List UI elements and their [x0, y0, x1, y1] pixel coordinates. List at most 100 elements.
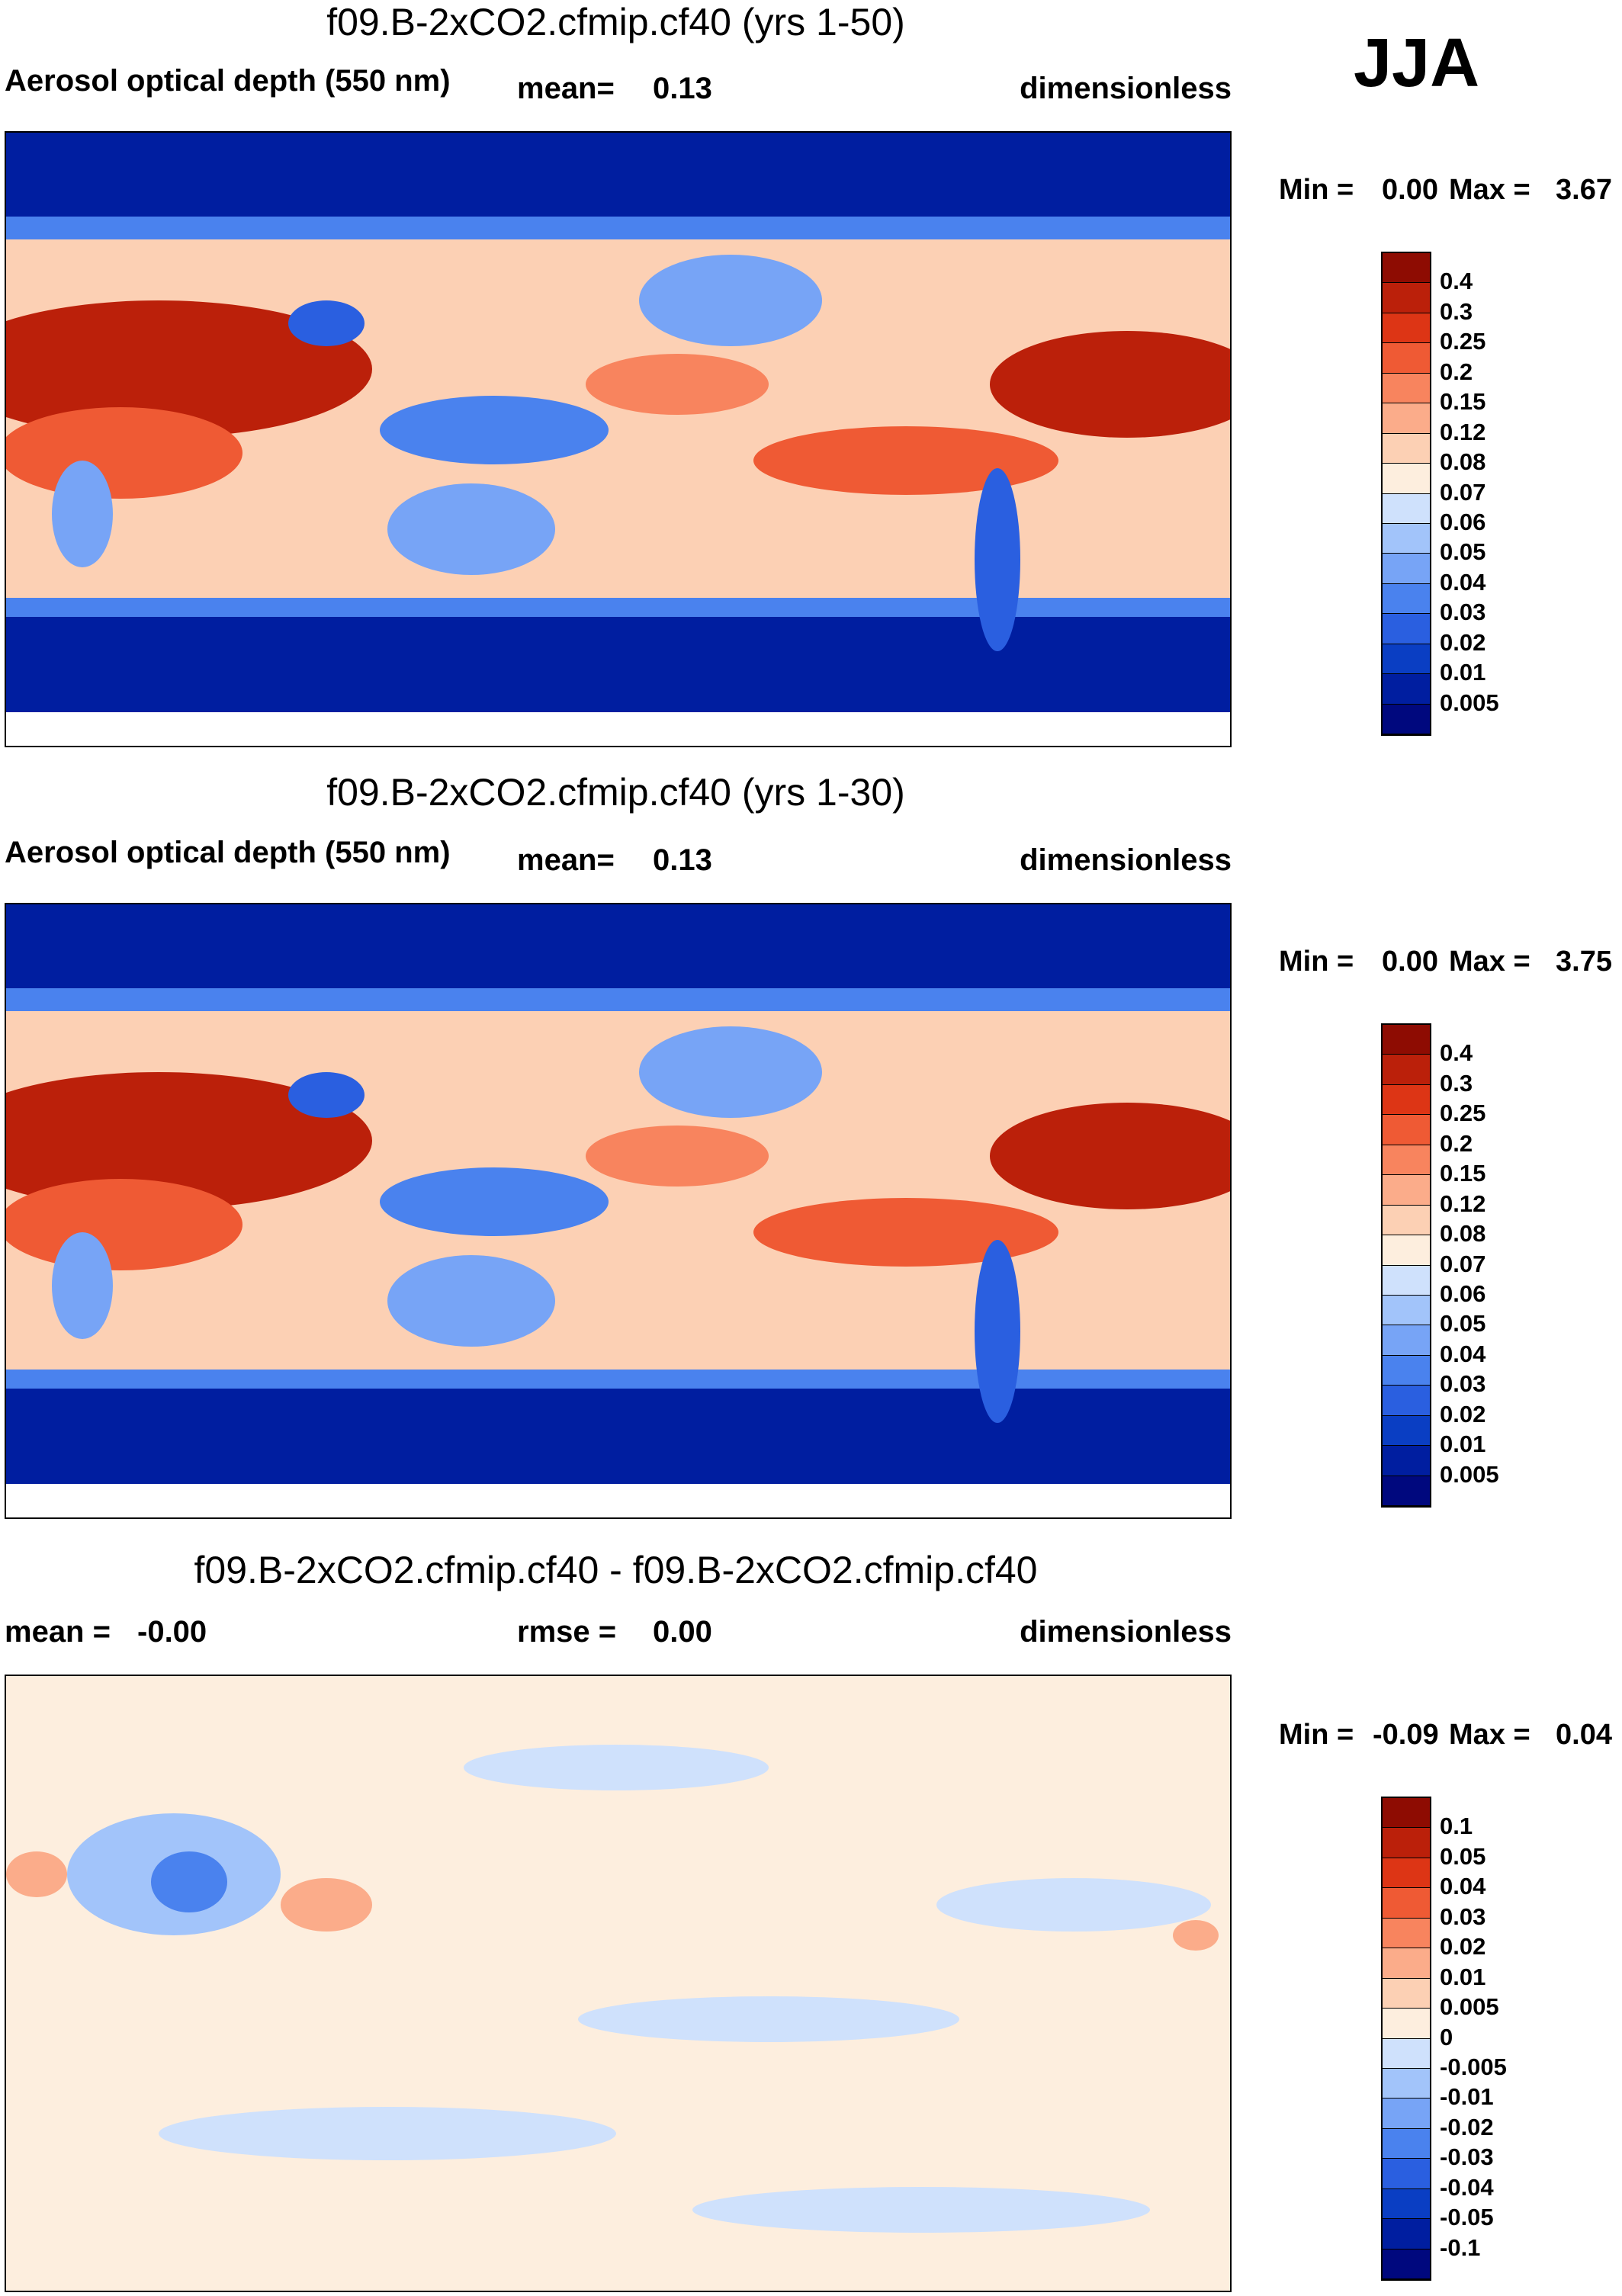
panel2-colorbar-box	[1383, 1145, 1430, 1176]
panel3-colorbar-tick: 0	[1440, 2023, 1453, 2050]
panel1-colorbar-tick: 0.15	[1440, 388, 1486, 416]
panel1-min-label: Min =	[1279, 174, 1354, 206]
panel1-min-value: 0.00	[1382, 174, 1438, 206]
panel1-max-label: Max =	[1449, 174, 1530, 206]
panel1-colorbar-box	[1383, 523, 1430, 554]
panel3-colorbar-tick: -0.04	[1440, 2173, 1494, 2201]
panel2-variable-label: Aerosol optical depth (550 nm)	[5, 836, 451, 869]
panel2-colorbar-box	[1383, 1386, 1430, 1416]
panel3-colorbar-box	[1383, 1858, 1430, 1889]
panel2-max-value: 3.75	[1556, 946, 1612, 978]
panel1-colorbar	[1381, 252, 1431, 736]
panel1-units: dimensionless	[1020, 72, 1232, 105]
panel3-colorbar-box	[1383, 1798, 1430, 1829]
panel1-colorbar-tick: 0.3	[1440, 297, 1473, 325]
panel2-map-svg	[6, 904, 1230, 1517]
panel3-colorbar-box	[1383, 2159, 1430, 2189]
panel2-colorbar-box	[1383, 1084, 1430, 1116]
panel3-colorbar-box	[1383, 2099, 1430, 2129]
panel2-units: dimensionless	[1020, 843, 1232, 877]
panel1-colorbar-box	[1383, 253, 1430, 284]
panel2-map	[5, 903, 1232, 1519]
panel1-colorbar-box	[1383, 343, 1430, 374]
panel2-colorbar-ticks: 0.4 0.3 0.25 0.2 0.15 0.12 0.08 0.07 0.06 0.05 0.0…	[1440, 1023, 1516, 1508]
panel2-colorbar-tick: 0.2	[1440, 1129, 1473, 1157]
panel2-colorbar-tick: 0.08	[1440, 1220, 1486, 1248]
panel3-colorbar-box	[1383, 2188, 1430, 2220]
panel3-colorbar-tick: -0.1	[1440, 2233, 1481, 2261]
panel1-colorbar-box	[1383, 373, 1430, 404]
panel1-map	[5, 131, 1232, 747]
panel3-map-svg	[6, 1676, 1230, 2291]
panel3-colorbar-tick: -0.02	[1440, 2113, 1494, 2140]
panel1-colorbar-box	[1383, 554, 1430, 584]
panel1-title: f09.B-2xCO2.cfmip.cf40 (yrs 1-50)	[326, 1, 905, 43]
panel1-variable-label: Aerosol optical depth (550 nm)	[5, 64, 451, 98]
panel3-colorbar-tick: -0.01	[1440, 2083, 1494, 2111]
panel3-colorbar-box	[1383, 2009, 1430, 2039]
panel3-colorbar-box	[1383, 2128, 1430, 2160]
panel2-colorbar-box	[1383, 1175, 1430, 1206]
panel2-colorbar-box	[1383, 1476, 1430, 1506]
panel3-colorbar-tick: 0.05	[1440, 1842, 1486, 1870]
panel1-colorbar-tick: 0.07	[1440, 478, 1486, 506]
panel1-colorbar-tick: 0.05	[1440, 538, 1486, 566]
panel1-mean-label: mean=	[517, 72, 615, 105]
panel2-colorbar-tick: 0.25	[1440, 1100, 1486, 1127]
panel3-colorbar-box	[1383, 2038, 1430, 2069]
panel3-min-value: -0.09	[1373, 1719, 1439, 1751]
panel3-colorbar-box	[1383, 2219, 1430, 2249]
panel2-colorbar-box	[1383, 1415, 1430, 1447]
panel3-mean-label: mean =	[5, 1615, 111, 1649]
panel3-colorbar-tick: 0.02	[1440, 1933, 1486, 1960]
panel2-max-label: Max =	[1449, 946, 1530, 978]
panel3-colorbar-box	[1383, 1948, 1430, 1979]
panel2-min-label: Min =	[1279, 946, 1354, 978]
panel1-colorbar-box	[1383, 313, 1430, 344]
panel3-max-label: Max =	[1449, 1719, 1530, 1751]
panel1-colorbar-box	[1383, 583, 1430, 615]
panel3-rmse-value: 0.00	[653, 1615, 712, 1649]
panel3-colorbar-tick: -0.05	[1440, 2204, 1494, 2231]
panel3-colorbar	[1381, 1797, 1431, 2281]
panel1-colorbar-box	[1383, 674, 1430, 705]
panel1-colorbar-box	[1383, 614, 1430, 644]
panel1-colorbar-tick: 0.03	[1440, 599, 1486, 626]
season-label: JJA	[1354, 25, 1480, 101]
panel2-colorbar-tick: 0.07	[1440, 1250, 1486, 1277]
panel2-colorbar-box	[1383, 1115, 1430, 1145]
panel3-colorbar-box	[1383, 1828, 1430, 1858]
panel1-colorbar-tick: 0.2	[1440, 358, 1473, 385]
panel1-colorbar-box	[1383, 493, 1430, 524]
panel3-colorbar-tick: 0.03	[1440, 1903, 1486, 1930]
panel2-colorbar-tick: 0.3	[1440, 1069, 1473, 1097]
panel2-colorbar-tick: 0.005	[1440, 1460, 1499, 1488]
panel2-colorbar-tick: 0.15	[1440, 1160, 1486, 1187]
panel1-colorbar-tick: 0.08	[1440, 448, 1486, 476]
panel2-colorbar-tick: 0.05	[1440, 1310, 1486, 1337]
panel1-map-svg	[6, 133, 1230, 746]
panel2-colorbar-box	[1383, 1205, 1430, 1236]
panel3-colorbar-box	[1383, 1978, 1430, 2009]
panel2-colorbar-box	[1383, 1355, 1430, 1386]
panel3-colorbar-tick: 0.005	[1440, 1993, 1499, 2021]
panel3-colorbar-tick: -0.005	[1440, 2053, 1507, 2080]
panel1-colorbar-box	[1383, 704, 1430, 734]
panel1-colorbar-tick: 0.25	[1440, 328, 1486, 355]
panel1-colorbar-tick: 0.01	[1440, 659, 1486, 686]
panel2-colorbar-tick: 0.03	[1440, 1370, 1486, 1398]
panel2-mean-value: 0.13	[653, 843, 712, 877]
panel3-colorbar-ticks: 0.1 0.05 0.04 0.03 0.02 0.01 0.005 0 -0.005 -0.01…	[1440, 1797, 1531, 2281]
panel3-colorbar-tick: -0.03	[1440, 2143, 1494, 2171]
panel3-map	[5, 1675, 1232, 2292]
panel2-colorbar-tick: 0.01	[1440, 1431, 1486, 1458]
panel1-mean-value: 0.13	[653, 72, 712, 105]
panel1-colorbar-ticks: 0.4 0.3 0.25 0.2 0.15 0.12 0.08 0.07 0.06 0.05 0.0…	[1440, 252, 1516, 736]
panel2-colorbar-box	[1383, 1265, 1430, 1296]
panel2-colorbar-box	[1383, 1295, 1430, 1326]
panel3-max-value: 0.04	[1556, 1719, 1612, 1751]
panel3-colorbar-box	[1383, 1888, 1430, 1919]
panel2-min-value: 0.00	[1382, 946, 1438, 978]
panel1-colorbar-box	[1383, 283, 1430, 313]
panel3-colorbar-box	[1383, 2068, 1430, 2099]
